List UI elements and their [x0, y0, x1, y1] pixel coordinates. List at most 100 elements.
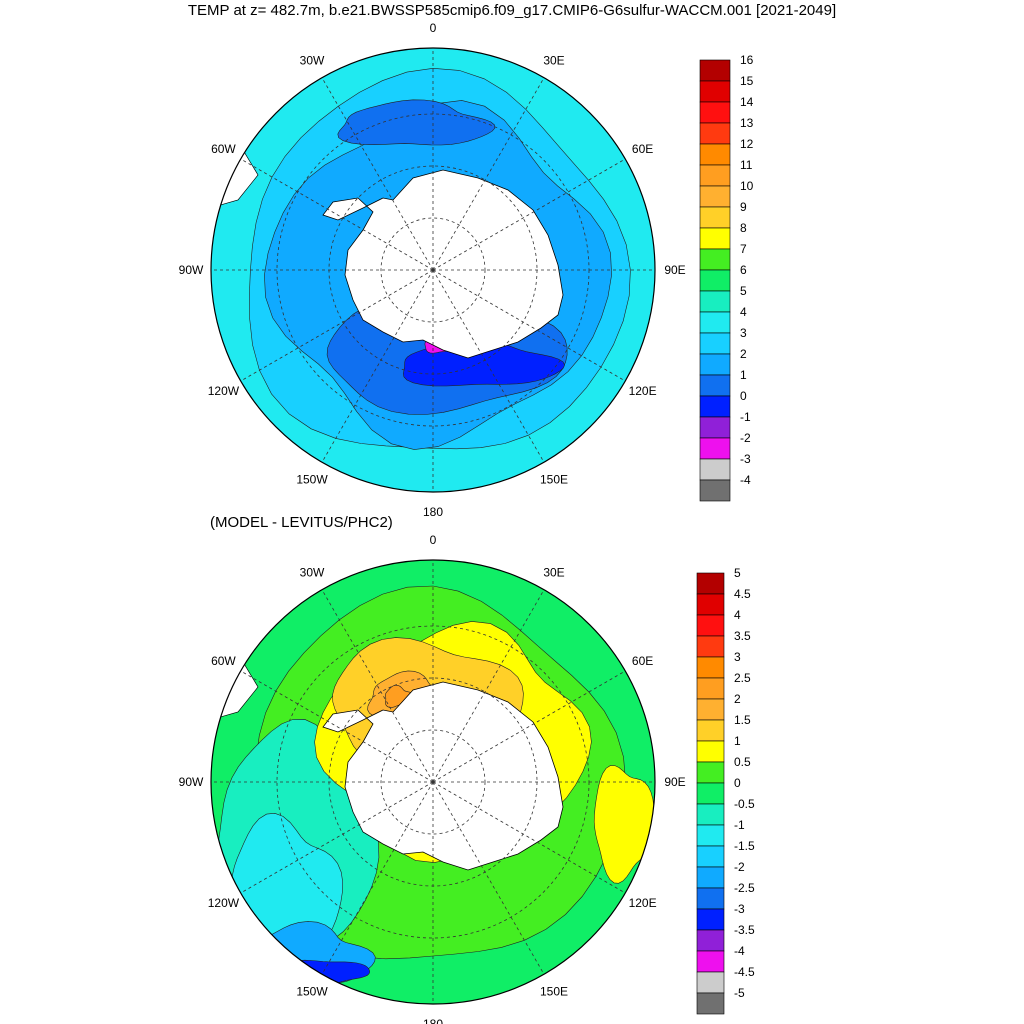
longitude-label: 90W: [179, 263, 204, 277]
colorbar-swatch: [696, 698, 725, 721]
colorbar-label: 3.5: [734, 629, 751, 643]
colorbar-label: -3: [740, 452, 751, 466]
colorbar-swatch: [696, 866, 725, 889]
colorbar-swatch: [696, 614, 725, 637]
colorbar-swatch: [696, 740, 725, 763]
panel-subtitle: (MODEL - LEVITUS/PHC2): [210, 514, 393, 531]
colorbar-swatch: [699, 416, 731, 439]
colorbar-swatch: [699, 101, 731, 124]
colorbar-swatch: [696, 971, 725, 994]
colorbar-label: -2: [734, 860, 745, 874]
meridian-line: [240, 781, 434, 894]
colorbar-label: 5: [734, 566, 741, 580]
longitude-label: 30W: [300, 53, 325, 67]
colorbar-swatch: [699, 311, 731, 334]
region-ross-sea: [337, 99, 496, 146]
colorbar-label: -1: [734, 818, 745, 832]
colorbar-label: -3.5: [734, 923, 755, 937]
colorbar-label: 6: [740, 263, 747, 277]
longitude-label: 90W: [179, 775, 204, 789]
colorbar-swatch: [696, 572, 725, 595]
colorbar-label: 11: [740, 158, 753, 172]
colorbar-label: 12: [740, 137, 754, 151]
colorbar-swatch: [696, 908, 725, 931]
colorbar-label: 0.5: [734, 755, 751, 769]
colorbar-swatch: [699, 395, 731, 418]
latitude-circle: [380, 217, 486, 323]
longitude-label: 180: [423, 1017, 443, 1024]
map-border: [210, 47, 656, 493]
figure-title: TEMP at z= 482.7m, b.e21.BWSSP585cmip6.f…: [187, 2, 837, 19]
colorbar-label: 0: [740, 389, 747, 403]
longitude-label: 150E: [540, 985, 568, 999]
colorbar-swatch: [696, 803, 725, 826]
colorbar-swatch: [699, 143, 731, 166]
map-panel-temperature: 0 30E 60E 90E 120E 150E 180 150W 120W 90W 60W 30W: [179, 21, 686, 519]
colorbar-label: 15: [740, 74, 754, 88]
colorbar-swatch: [699, 164, 731, 187]
colorbar-label: 16: [740, 53, 754, 67]
colorbar-swatch: [696, 950, 725, 973]
colorbar-label: -2: [740, 431, 751, 445]
map-border: [210, 559, 656, 1005]
longitude-label: 150E: [540, 473, 568, 487]
colorbar-swatch: [699, 80, 731, 103]
colorbar-label: -4.5: [734, 965, 755, 979]
longitude-label: 90E: [664, 263, 685, 277]
colorbar-swatch: [699, 374, 731, 397]
colorbar-swatch: [696, 635, 725, 658]
colorbar-swatch: [696, 761, 725, 784]
colorbar-label: -1.5: [734, 839, 755, 853]
longitude-label: 120E: [629, 896, 657, 910]
longitude-label: 0: [430, 533, 437, 547]
longitude-label: 120W: [208, 896, 240, 910]
longitude-label: 180: [423, 505, 443, 519]
colorbar-swatch: [696, 782, 725, 805]
latitude-circle: [380, 729, 486, 835]
meridian-line: [321, 781, 434, 975]
colorbar-swatch: [699, 479, 731, 502]
colorbar-label: 0: [734, 776, 741, 790]
land-antarctica: [322, 169, 564, 359]
colorbar-swatch: [699, 248, 731, 271]
colorbar-label: 4: [740, 305, 747, 319]
longitude-label: 60W: [211, 142, 236, 156]
meridian-line: [432, 589, 545, 783]
longitude-label: 90E: [664, 775, 685, 789]
colorbar-swatch: [699, 206, 731, 229]
colorbar-label: 4.5: [734, 587, 751, 601]
meridian-line: [321, 77, 434, 271]
colorbar-label: 9: [740, 200, 747, 214]
region-atlantic-warm: [593, 765, 655, 884]
colorbar-label: 1: [734, 734, 741, 748]
colorbar-label: -4: [734, 944, 745, 958]
meridian-line: [321, 269, 434, 463]
longitude-label: 120E: [629, 384, 657, 398]
colorbar-label: 1.5: [734, 713, 751, 727]
meridian-line: [432, 269, 545, 463]
land-antarctica: [322, 681, 564, 871]
meridian-line: [432, 77, 545, 271]
meridian-line: [240, 670, 434, 783]
meridian-line: [240, 158, 434, 271]
colorbar-label: 3: [740, 326, 747, 340]
map-panel-difference: 0 30E 60E 90E 120E 150E 180 150W 120W 90W 60W 30W: [179, 533, 686, 1024]
colorbar-swatch: [696, 677, 725, 700]
longitude-label: 30W: [300, 565, 325, 579]
meridian-line: [240, 269, 434, 382]
colorbar-swatch: [696, 845, 725, 868]
colorbar-swatch: [696, 656, 725, 679]
colorbar-swatch: [699, 269, 731, 292]
colorbar-swatch: [699, 353, 731, 376]
colorbar-label: -4: [740, 473, 751, 487]
colorbar-label: 4: [734, 608, 741, 622]
colorbar-label: 7: [740, 242, 747, 256]
colorbar-label: 2.5: [734, 671, 751, 685]
colorbar-label: 8: [740, 221, 747, 235]
meridian-line: [432, 670, 626, 783]
longitude-label: 150W: [296, 985, 328, 999]
colorbar-difference: 5 4.5 4 3.5 3 2.5 2 1.5 1 0.5 0 -0.5 -1 -1.5 -2 -2.5 -3 -…: [696, 566, 755, 1015]
longitude-label: 150W: [296, 473, 328, 487]
